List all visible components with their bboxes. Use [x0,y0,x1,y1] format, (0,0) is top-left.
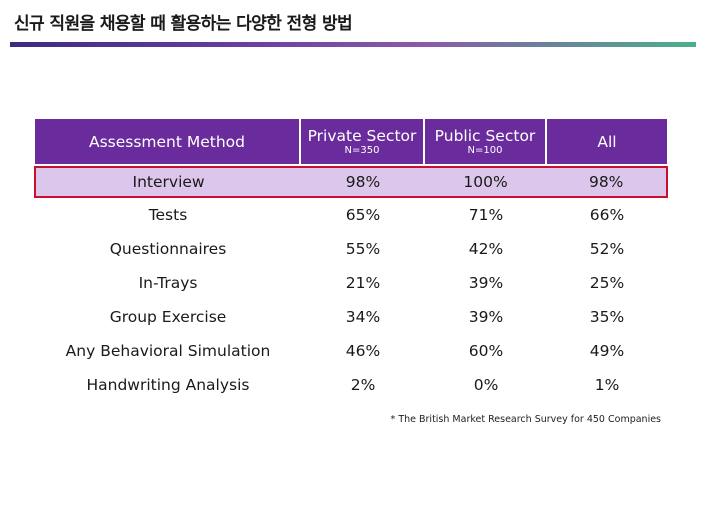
header-label: All [597,132,617,151]
assessment-methods-table: Assessment Method Private Sector N=350 P… [34,119,668,402]
table-row: Any Behavioral Simulation 46% 60% 49% [35,334,667,368]
table-row: Group Exercise 34% 39% 35% [35,300,667,334]
method-cell: Handwriting Analysis [86,376,250,394]
all-cell: 49% [589,342,625,360]
header-label: Private Sector [307,126,417,145]
all-cell: 25% [589,274,625,292]
header-public-sector: Public Sector N=100 [425,119,547,164]
method-cell: Interview [132,173,205,191]
header-private-sector: Private Sector N=350 [301,119,425,164]
public-cell: 39% [468,274,504,292]
private-cell: 46% [345,342,381,360]
method-cell: In-Trays [138,274,198,292]
public-cell: 39% [468,308,504,326]
private-cell: 55% [345,240,381,258]
title-underline-bar [10,42,696,47]
all-cell: 98% [588,173,624,191]
public-cell: 42% [468,240,504,258]
public-cell: 100% [463,173,508,191]
public-cell: 60% [468,342,504,360]
method-cell: Questionnaires [109,240,227,258]
method-cell: Tests [148,206,188,224]
source-footnote: * The British Market Research Survey for… [390,414,661,425]
table-header-row: Assessment Method Private Sector N=350 P… [35,119,667,164]
method-cell: Group Exercise [109,308,227,326]
header-sample-size: N=100 [467,144,503,156]
method-cell: Any Behavioral Simulation [65,342,271,360]
header-label: Public Sector [434,126,536,145]
header-all: All [547,119,667,164]
all-cell: 52% [589,240,625,258]
private-cell: 98% [345,173,381,191]
public-cell: 0% [473,376,499,394]
private-cell: 2% [350,376,376,394]
private-cell: 21% [345,274,381,292]
table-row: In-Trays 21% 39% 25% [35,266,667,300]
public-cell: 71% [468,206,504,224]
all-cell: 1% [594,376,620,394]
all-cell: 66% [589,206,625,224]
table-row-interview: Interview 98% 100% 98% [34,166,668,198]
table-row: Questionnaires 55% 42% 52% [35,232,667,266]
table-row: Tests 65% 71% 66% [35,198,667,232]
header-label: Assessment Method [88,132,246,151]
private-cell: 65% [345,206,381,224]
private-cell: 34% [345,308,381,326]
header-assessment-method: Assessment Method [35,119,301,164]
all-cell: 35% [589,308,625,326]
page-title: 신규 직원을 채용할 때 활용하는 다양한 전형 방법 [14,14,353,34]
header-sample-size: N=350 [344,144,380,156]
table-row: Handwriting Analysis 2% 0% 1% [35,368,667,402]
